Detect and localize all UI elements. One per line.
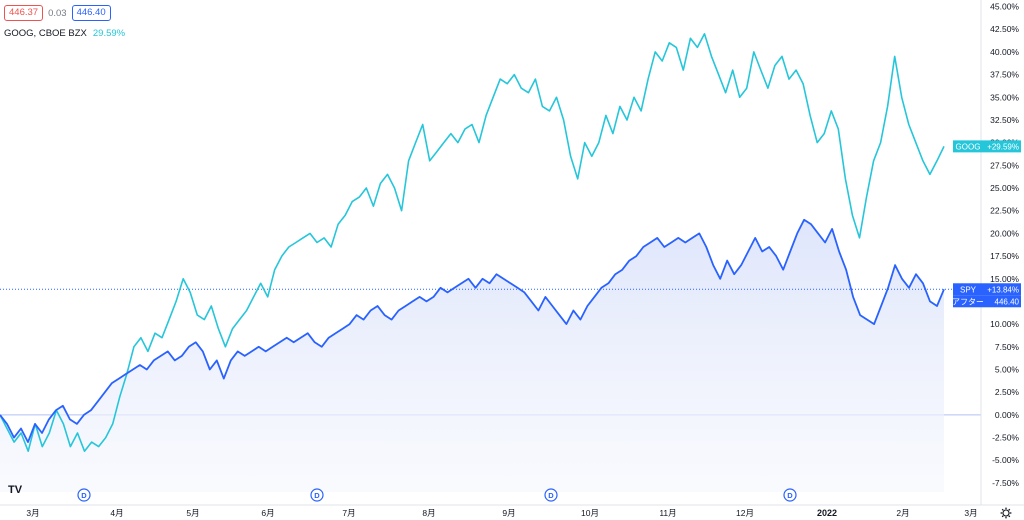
dividend-marker-circle xyxy=(544,488,558,502)
ask-price-box[interactable]: 446.40 xyxy=(71,5,111,21)
y-tick-label: 22.50% xyxy=(990,206,1019,216)
y-tick-label: -2.50% xyxy=(992,433,1019,443)
tag-name: SPY xyxy=(960,285,977,294)
x-axis[interactable]: 3月 4月 5月 6月 7月 8月 9月 10月 11月 12月 2022 2月 3月 xyxy=(0,504,1024,518)
x-tick-label: 3月 xyxy=(964,508,977,518)
y-tick-label: 25.00% xyxy=(990,183,1019,193)
series-line-goog[interactable] xyxy=(0,33,945,452)
x-tick-label: 10月 xyxy=(581,508,599,518)
x-tick-label: 12月 xyxy=(736,508,754,518)
gear-icon-tooth xyxy=(1008,508,1011,511)
y-axis[interactable]: 45.00%42.50%40.00%37.50%35.00%32.50%30.0… xyxy=(980,0,1020,505)
y-tick-label: 5.00% xyxy=(995,365,1020,375)
dividend-marker-circle xyxy=(783,488,797,502)
goog-price-tag[interactable]: GOOG +29.59% xyxy=(953,140,1021,153)
tag-value: +13.84% xyxy=(987,285,1019,294)
gear-icon-tooth xyxy=(1001,508,1004,511)
tag-name-bg xyxy=(953,140,983,153)
y-tick-label: 40.00% xyxy=(990,47,1019,57)
tag-value: +29.59% xyxy=(987,142,1019,151)
dividend-marker[interactable]: D xyxy=(783,488,797,502)
compare-legend[interactable]: GOOG, CBOE BZX 29.59% xyxy=(4,28,125,39)
spread-value: 0.03 xyxy=(48,7,67,19)
dividend-marker-label: D xyxy=(314,491,320,500)
tag-value: 446.40 xyxy=(995,297,1020,306)
y-tick-label: 7.50% xyxy=(995,342,1020,352)
series-line-spy[interactable] xyxy=(0,218,945,443)
y-tick-label: 17.50% xyxy=(990,251,1019,261)
tag-name-bg xyxy=(953,283,983,296)
y-tick-label: 0.00% xyxy=(995,410,1020,420)
tag-name: GOOG xyxy=(956,142,981,151)
dividend-marker[interactable]: D xyxy=(310,488,324,502)
x-tick-label: 4月 xyxy=(110,508,123,518)
gear-icon-tooth xyxy=(1008,515,1011,518)
y-tick-label: 37.50% xyxy=(990,70,1019,80)
dividend-marker-circle xyxy=(310,488,324,502)
x-tick-label: 2月 xyxy=(896,508,909,518)
tag-value-bg xyxy=(983,295,1021,308)
dividend-marker[interactable]: D xyxy=(544,488,558,502)
y-tick-label: 27.50% xyxy=(990,160,1019,170)
plot-area[interactable] xyxy=(0,33,981,493)
dividend-marker[interactable]: D xyxy=(77,488,91,502)
gear-icon-tooth xyxy=(1001,515,1004,518)
x-tick-label: 5月 xyxy=(186,508,199,518)
tag-value-bg xyxy=(983,140,1021,153)
x-tick-label: 8月 xyxy=(422,508,435,518)
tag-name: アフター xyxy=(952,297,984,306)
compare-value: 29.59% xyxy=(92,28,126,39)
spy-price-tag[interactable]: SPY +13.84% xyxy=(953,283,1021,296)
x-tick-label: 2022 xyxy=(817,508,837,518)
y-tick-label: 15.00% xyxy=(990,274,1019,284)
x-tick-label: 3月 xyxy=(26,508,39,518)
bid-price-box[interactable]: 446.37 xyxy=(4,5,44,21)
dividend-marker-circle xyxy=(77,488,91,502)
y-tick-label: 35.00% xyxy=(990,92,1019,102)
price-tags: GOOG +29.59% SPY +13.84%アフター 446.40 xyxy=(952,140,1021,308)
tag-value-bg xyxy=(983,283,1021,296)
y-tick-label: 20.00% xyxy=(990,228,1019,238)
y-tick-label: 32.50% xyxy=(990,115,1019,125)
y-tick-label: 42.50% xyxy=(990,24,1019,34)
compare-symbol: GOOG, CBOE BZX xyxy=(4,28,87,39)
x-tick-label: 9月 xyxy=(502,508,515,518)
dividend-marker-label: D xyxy=(81,491,87,500)
chart-legend-header: 446.37 0.03 446.40 GOOG, CBOE BZX 29.59% xyxy=(4,5,125,39)
dividend-marker-label: D xyxy=(548,491,554,500)
tradingview-logo-icon[interactable]: TV xyxy=(8,484,23,496)
chart-extras: TV D D D D xyxy=(8,484,1012,519)
x-tick-label: 11月 xyxy=(659,508,676,518)
gear-icon[interactable] xyxy=(1000,507,1012,519)
y-tick-label: -7.50% xyxy=(992,478,1019,488)
after-hours-price-tag[interactable]: アフター 446.40 xyxy=(952,295,1021,308)
y-tick-label: 10.00% xyxy=(990,319,1019,329)
gear-icon-center xyxy=(1002,509,1010,517)
dividend-marker-label: D xyxy=(787,491,793,500)
tag-name-bg xyxy=(953,295,983,308)
y-tick-label: -5.00% xyxy=(992,455,1019,465)
x-tick-label: 7月 xyxy=(342,508,355,518)
spy-area-fill xyxy=(0,219,944,493)
y-tick-label: 45.00% xyxy=(990,2,1019,12)
y-tick-label: 2.50% xyxy=(995,387,1020,397)
x-tick-label: 6月 xyxy=(261,508,274,518)
